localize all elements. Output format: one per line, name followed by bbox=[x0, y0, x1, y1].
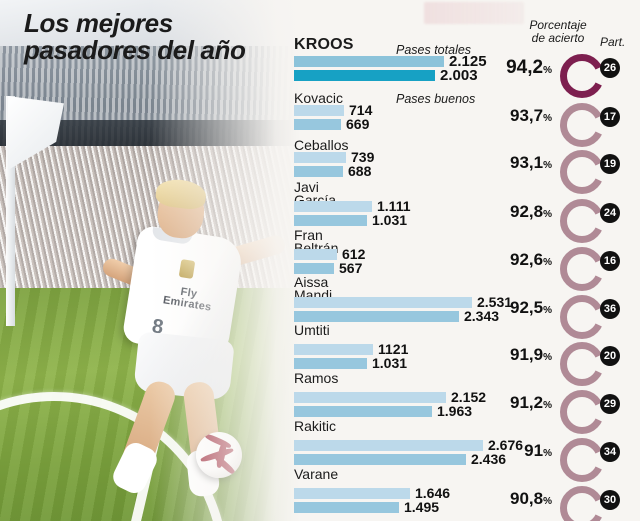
player-name: Kovacic bbox=[294, 90, 344, 106]
bar-pases-totales bbox=[294, 297, 472, 308]
background-photo: Fly Emirates 8 bbox=[0, 0, 300, 521]
value-pases-buenos: 688 bbox=[348, 163, 372, 179]
value-pases-totales: 2.531 bbox=[477, 294, 513, 310]
accuracy-percentage: 91,2% bbox=[510, 393, 552, 412]
value-pases-totales: 1.111 bbox=[377, 198, 411, 214]
accuracy-donut-icon bbox=[560, 390, 604, 434]
bar-pases-totales bbox=[294, 249, 337, 260]
value-pases-totales: 2.125 bbox=[449, 53, 487, 70]
player-name: Umtiti bbox=[294, 322, 330, 338]
value-pases-totales: 2.676 bbox=[488, 437, 524, 453]
bar-pases-buenos bbox=[294, 454, 466, 465]
player-name: KROOS bbox=[294, 36, 354, 53]
participations-badge: 36 bbox=[600, 299, 620, 319]
value-pases-buenos: 2.343 bbox=[464, 308, 500, 324]
value-pases-buenos: 2.436 bbox=[471, 451, 507, 467]
value-pases-totales: 612 bbox=[342, 246, 366, 262]
value-pases-totales: 1121 bbox=[378, 341, 409, 357]
value-pases-buenos: 2.003 bbox=[440, 67, 478, 84]
accuracy-percentage: 92,8% bbox=[510, 202, 552, 221]
bar-pases-buenos bbox=[294, 502, 399, 513]
accuracy-percentage: 93,7% bbox=[510, 106, 552, 125]
accuracy-donut-icon bbox=[560, 247, 604, 291]
bar-pases-buenos bbox=[294, 406, 432, 417]
accuracy-percentage: 91% bbox=[524, 441, 552, 460]
photo-fade-overlay bbox=[150, 0, 300, 521]
bar-pases-totales bbox=[294, 105, 344, 116]
value-pases-buenos: 1.031 bbox=[372, 212, 408, 228]
accuracy-percentage: 92,6% bbox=[510, 250, 552, 269]
bar-pases-buenos bbox=[294, 358, 367, 369]
page-title: Los mejores pasadores del año bbox=[24, 8, 246, 65]
accuracy-percentage: 93,1% bbox=[510, 153, 552, 172]
accuracy-donut-icon bbox=[560, 199, 604, 243]
accuracy-percentage: 90,8% bbox=[510, 489, 552, 508]
value-pases-buenos: 669 bbox=[346, 116, 370, 132]
legend-good-label: Pases buenos bbox=[396, 92, 476, 106]
bar-pases-totales bbox=[294, 440, 483, 451]
participations-badge: 19 bbox=[600, 154, 620, 174]
bar-pases-buenos bbox=[294, 263, 334, 274]
value-pases-buenos: 1.963 bbox=[437, 403, 473, 419]
participations-badge: 16 bbox=[600, 251, 620, 271]
participations-badge: 17 bbox=[600, 107, 620, 127]
publisher-watermark bbox=[424, 2, 524, 24]
participations-badge: 20 bbox=[600, 346, 620, 366]
value-pases-totales: 714 bbox=[349, 102, 373, 118]
value-pases-buenos: 567 bbox=[339, 260, 363, 276]
participations-badge: 30 bbox=[600, 490, 620, 510]
bar-pases-totales bbox=[294, 56, 444, 67]
header-participations: Part. bbox=[600, 35, 626, 49]
bar-pases-buenos bbox=[294, 119, 341, 130]
accuracy-donut-icon bbox=[560, 103, 604, 147]
accuracy-donut-icon bbox=[560, 150, 604, 194]
bar-pases-buenos bbox=[294, 215, 367, 226]
value-pases-totales: 2.152 bbox=[451, 389, 487, 405]
participations-badge: 26 bbox=[600, 58, 620, 78]
bar-pases-totales bbox=[294, 344, 373, 355]
accuracy-donut-icon bbox=[560, 438, 604, 482]
participations-badge: 24 bbox=[600, 203, 620, 223]
corner-flag-pole bbox=[6, 96, 15, 326]
bar-pases-totales bbox=[294, 392, 446, 403]
accuracy-percentage: 94,2% bbox=[506, 57, 552, 78]
accuracy-percentage: 91,9% bbox=[510, 345, 552, 364]
participations-badge: 34 bbox=[600, 442, 620, 462]
participations-badge: 29 bbox=[600, 394, 620, 414]
legend-total-label: Pases totales bbox=[396, 43, 472, 57]
bar-pases-buenos bbox=[294, 70, 435, 81]
accuracy-donut-icon bbox=[560, 342, 604, 386]
player-name: Ceballos bbox=[294, 137, 349, 153]
player-name: Ramos bbox=[294, 370, 339, 386]
value-pases-totales: 739 bbox=[351, 149, 375, 165]
chart-panel: Pases totales Pases buenos Porcentaje de… bbox=[290, 0, 640, 521]
header-percentage: Porcentaje de acierto bbox=[529, 18, 587, 45]
bar-pases-totales bbox=[294, 488, 410, 499]
accuracy-donut-icon bbox=[560, 295, 604, 339]
player-name: Varane bbox=[294, 466, 339, 482]
accuracy-percentage: 92,5% bbox=[510, 298, 552, 317]
value-pases-totales: 1.646 bbox=[415, 485, 451, 501]
bar-pases-buenos bbox=[294, 166, 343, 177]
bar-pases-totales bbox=[294, 201, 372, 212]
accuracy-donut-icon bbox=[560, 486, 604, 521]
bar-pases-totales bbox=[294, 152, 346, 163]
accuracy-donut-icon bbox=[560, 54, 604, 98]
value-pases-buenos: 1.495 bbox=[404, 499, 440, 515]
bar-pases-buenos bbox=[294, 311, 459, 322]
value-pases-buenos: 1.031 bbox=[372, 355, 408, 371]
player-name: Rakitic bbox=[294, 418, 337, 434]
